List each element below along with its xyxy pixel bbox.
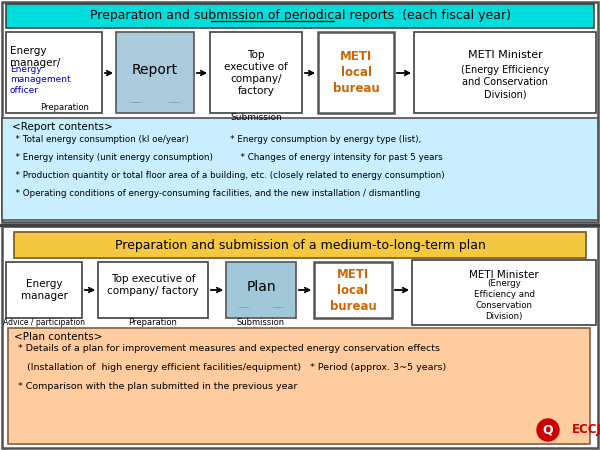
Text: ECCJ: ECCJ (572, 423, 600, 436)
Text: * Energy intensity (unit energy consumption)          * Changes of energy intens: * Energy intensity (unit energy consumpt… (10, 153, 443, 162)
Text: Plan: Plan (246, 280, 276, 294)
Bar (6, 262, 82, 318)
Text: METI
local
bureau: METI local bureau (332, 50, 379, 95)
Text: Energy
manager: Energy manager (20, 279, 67, 301)
Text: * Production quantity or total floor area of a building, etc. (closely related t: * Production quantity or total floor are… (10, 171, 445, 180)
Text: Energy
management
officer: Energy management officer (10, 65, 71, 95)
Text: Q: Q (542, 423, 553, 436)
Text: Submission: Submission (237, 318, 285, 327)
Text: Preparation and submission of periodical reports  (each fiscal year): Preparation and submission of periodical… (89, 9, 511, 22)
Text: (Energy Efficiency
and Conservation
Division): (Energy Efficiency and Conservation Divi… (461, 65, 549, 99)
Text: * Comparison with the plan submitted in the previous year: * Comparison with the plan submitted in … (12, 382, 298, 391)
Text: (Installation of  high energy efficient facilities/equipment)   * Period (approx: (Installation of high energy efficient f… (12, 363, 446, 372)
Circle shape (537, 419, 559, 441)
Bar (210, 32, 302, 113)
Bar (227, 308, 295, 317)
Bar (6, 32, 102, 113)
Bar (6, 4, 594, 28)
Bar (116, 32, 194, 113)
Text: Top
executive of
company/
factory: Top executive of company/ factory (224, 50, 288, 96)
Text: METI Minister: METI Minister (469, 270, 539, 280)
Bar (314, 262, 392, 318)
Bar (226, 262, 296, 318)
Bar (98, 262, 208, 318)
Text: Energy
manager/: Energy manager/ (10, 46, 61, 68)
Text: * Total energy consumption (kl oe/year)               * Energy consumption by en: * Total energy consumption (kl oe/year) … (10, 135, 421, 144)
Text: Top executive of
company/ factory: Top executive of company/ factory (107, 274, 199, 296)
Bar (8, 328, 590, 444)
Text: Submission: Submission (230, 113, 282, 122)
Text: <Report contents>: <Report contents> (12, 122, 113, 132)
Bar (2, 118, 598, 220)
Text: <Plan contents>: <Plan contents> (14, 332, 103, 342)
Bar (412, 260, 596, 325)
Bar (2, 2, 598, 222)
Bar (414, 32, 596, 113)
Text: Preparation and submission of a medium-to-long-term plan: Preparation and submission of a medium-t… (115, 238, 485, 252)
Text: Advice / participation: Advice / participation (3, 318, 85, 327)
Text: Report: Report (132, 63, 178, 77)
Bar (14, 232, 586, 258)
Text: * Operating conditions of energy-consuming facilities, and the new installation : * Operating conditions of energy-consumi… (10, 189, 420, 198)
Text: METI
local
bureau: METI local bureau (329, 267, 376, 312)
Bar (117, 103, 193, 112)
Text: * Details of a plan for improvement measures and expected energy conservation ef: * Details of a plan for improvement meas… (12, 344, 440, 353)
Text: Preparation: Preparation (128, 318, 178, 327)
Bar (318, 32, 394, 113)
Text: (Energy
Efficiency and
Conservation
Division): (Energy Efficiency and Conservation Divi… (473, 279, 535, 320)
Bar (2, 226, 598, 448)
Text: Preparation: Preparation (41, 103, 89, 112)
Text: METI Minister: METI Minister (467, 50, 542, 60)
